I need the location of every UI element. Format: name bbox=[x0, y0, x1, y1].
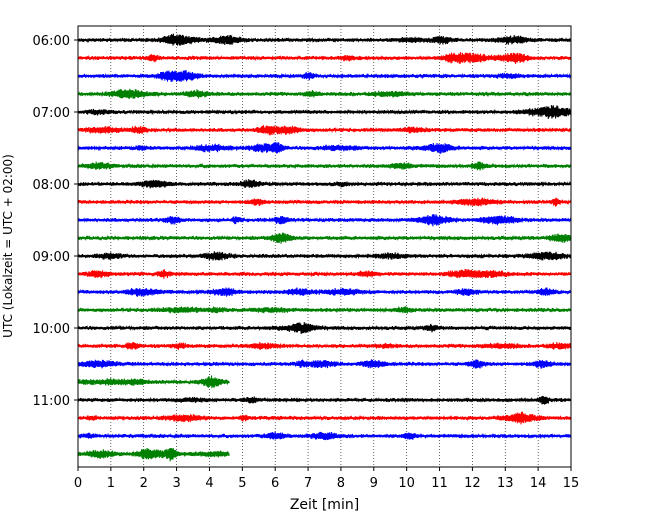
y-tick-label: 06:00 bbox=[33, 34, 70, 49]
x-tick-label: 0 bbox=[74, 476, 82, 491]
trace-line bbox=[77, 142, 572, 154]
trace-line bbox=[77, 341, 572, 350]
x-axis-title: Zeit [min] bbox=[290, 497, 359, 513]
x-tick-label: 2 bbox=[140, 476, 148, 491]
x-tick-label: 8 bbox=[337, 476, 345, 491]
trace-line bbox=[77, 359, 572, 369]
trace-line bbox=[77, 322, 572, 334]
x-tick-label: 11 bbox=[431, 476, 448, 491]
y-axis: 06:00 07:00 08:00 09:00 10:00 11:00 bbox=[33, 34, 78, 409]
y-tick-label: 07:00 bbox=[33, 106, 70, 121]
x-tick-label: 9 bbox=[370, 476, 378, 491]
x-tick-label: 12 bbox=[464, 476, 481, 491]
trace-line bbox=[77, 431, 572, 441]
trace-line bbox=[77, 306, 572, 314]
trace-line bbox=[77, 33, 572, 46]
trace-line bbox=[77, 411, 572, 425]
trace-line bbox=[77, 52, 572, 64]
x-tick-label: 4 bbox=[205, 476, 213, 491]
x-tick-label: 3 bbox=[172, 476, 180, 491]
y-tick-label: 11:00 bbox=[33, 394, 70, 409]
y-tick-label: 08:00 bbox=[33, 178, 70, 193]
plot-frame bbox=[77, 25, 572, 468]
trace-line bbox=[77, 197, 572, 207]
y-tick-label: 09:00 bbox=[33, 250, 70, 265]
trace-line bbox=[77, 161, 572, 171]
x-axis: 0 1 2 3 4 5 6 7 8 9 10 11 12 13 14 15 bbox=[74, 467, 579, 491]
trace-line bbox=[77, 179, 572, 189]
trace-line bbox=[77, 232, 572, 244]
trace-line bbox=[77, 105, 572, 119]
y-tick-label: 10:00 bbox=[33, 322, 70, 337]
x-tick-label: 1 bbox=[107, 476, 115, 491]
trace-line bbox=[77, 287, 572, 297]
trace-line bbox=[77, 70, 572, 82]
trace-line bbox=[77, 395, 572, 405]
trace-line bbox=[77, 375, 230, 389]
trace-line bbox=[77, 447, 230, 462]
trace-line bbox=[77, 269, 572, 279]
x-tick-label: 15 bbox=[563, 476, 580, 491]
x-tick-label: 10 bbox=[398, 476, 415, 491]
x-tick-label: 6 bbox=[271, 476, 279, 491]
x-tick-label: 14 bbox=[530, 476, 547, 491]
trace-line bbox=[77, 125, 572, 136]
x-tick-label: 5 bbox=[238, 476, 246, 491]
y-axis-title: UTC (Lokalzeit = UTC + 02:00) bbox=[1, 154, 15, 338]
trace-group bbox=[77, 33, 572, 462]
trace-line bbox=[77, 251, 572, 261]
trace-line bbox=[77, 214, 572, 227]
x-tick-label: 7 bbox=[304, 476, 312, 491]
trace-line bbox=[77, 88, 572, 99]
x-tick-label: 13 bbox=[497, 476, 514, 491]
